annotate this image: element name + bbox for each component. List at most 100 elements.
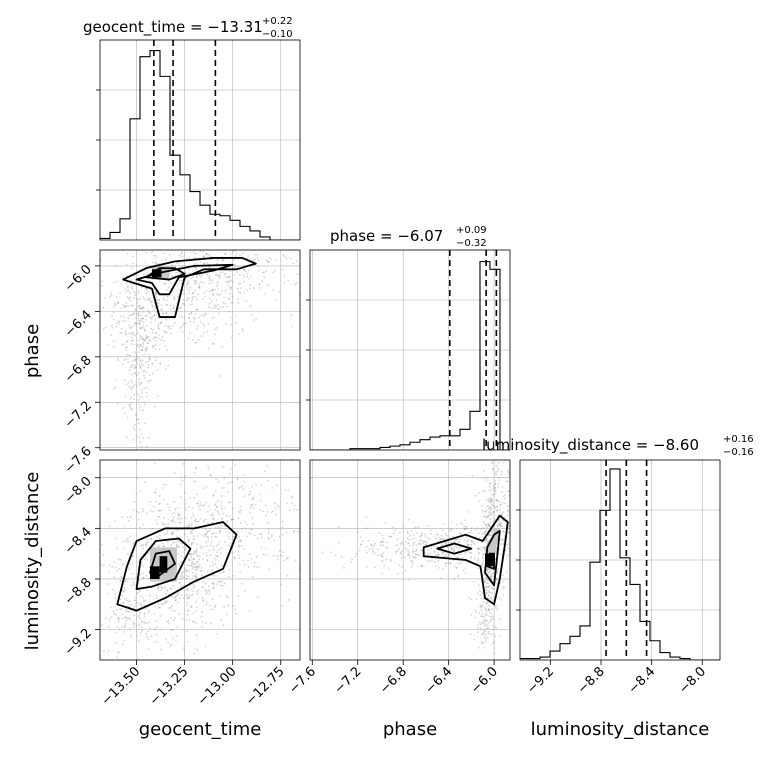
geocent-time-vs-luminosity-distance-point-68 xyxy=(212,587,214,589)
phase-vs-luminosity-distance-point-846 xyxy=(507,490,509,493)
geocent-time-vs-luminosity-distance-point-143 xyxy=(121,613,124,616)
geocent-time-vs-phase-point-826 xyxy=(137,346,140,349)
geocent-time-vs-phase-point-588 xyxy=(229,292,231,295)
geocent-time-vs-phase-point-134 xyxy=(202,332,205,334)
geocent-time-vs-luminosity-distance-point-1049 xyxy=(144,622,146,625)
geocent-time-vs-phase-point-719 xyxy=(141,326,144,329)
geocent-time-vs-luminosity-distance-point-290 xyxy=(223,570,225,573)
phase-vs-luminosity-distance-point-337 xyxy=(469,531,472,534)
geocent-time-vs-phase-point-139 xyxy=(163,283,166,285)
geocent-time-vs-phase-point-62 xyxy=(159,322,162,324)
geocent-time-vs-phase-point-384 xyxy=(151,304,153,307)
phase-vs-luminosity-distance-point-345 xyxy=(433,550,436,553)
geocent-time-vs-luminosity-distance-point-569 xyxy=(200,615,203,618)
geocent-time-vs-phase-point-878 xyxy=(136,306,139,308)
phase-vs-luminosity-distance-point-2 xyxy=(522,561,524,563)
geocent-time-vs-phase-point-975 xyxy=(141,317,144,320)
geocent-time-vs-luminosity-distance-point-885 xyxy=(270,511,273,514)
geocent-time-vs-phase-point-205 xyxy=(124,305,127,308)
phase-vs-luminosity-distance-point-311 xyxy=(365,516,368,518)
geocent-time-vs-phase-point-754 xyxy=(140,382,142,385)
geocent-time-vs-phase-point-200 xyxy=(190,277,193,280)
geocent-time-vs-phase-point-761 xyxy=(126,436,129,439)
geocent-time-vs-phase-point-169 xyxy=(189,332,191,335)
geocent-time-vs-luminosity-distance-point-630 xyxy=(193,652,196,655)
geocent-time-vs-phase-point-753 xyxy=(116,451,118,453)
geocent-time-vs-phase-point-301 xyxy=(197,293,200,296)
geocent-time-vs-luminosity-distance-point-1055 xyxy=(133,614,136,617)
geocent-time-vs-luminosity-distance-point-752 xyxy=(152,510,155,513)
phase-vs-luminosity-distance-point-748 xyxy=(495,473,498,476)
geocent-time-vs-phase-point-877 xyxy=(128,332,131,335)
geocent-time-vs-phase-point-954 xyxy=(116,357,119,360)
geocent-time-vs-luminosity-distance-point-868 xyxy=(205,535,207,538)
geocent-time-vs-luminosity-distance-point-75 xyxy=(192,590,195,593)
phase-vs-luminosity-distance-point-872 xyxy=(494,483,497,485)
geocent-time-vs-phase-point-271 xyxy=(217,303,220,306)
geocent-time-vs-phase-point-207 xyxy=(199,250,202,253)
geocent-time-vs-phase-point-379 xyxy=(165,299,168,302)
geocent-time-vs-phase-point-780 xyxy=(151,362,154,365)
geocent-time-vs-luminosity-distance-point-109 xyxy=(197,505,200,508)
geocent-time-vs-phase-point-242 xyxy=(245,289,248,292)
phase-vs-luminosity-distance-point-692 xyxy=(492,529,495,532)
geocent-time-vs-luminosity-distance-point-837 xyxy=(250,505,253,508)
geocent-time-vs-phase-point-904 xyxy=(120,327,123,330)
geocent-time-vs-phase-point-873 xyxy=(163,330,165,333)
geocent-time-vs-luminosity-distance-point-304 xyxy=(195,573,198,576)
phase-vs-luminosity-distance-point-86 xyxy=(442,529,444,531)
geocent-time-vs-luminosity-distance-point-248 xyxy=(135,624,137,627)
geocent-time-vs-luminosity-distance-point-265 xyxy=(208,565,211,568)
phase-vs-luminosity-distance-point-36 xyxy=(408,556,411,559)
geocent-time-vs-phase-point-913 xyxy=(125,304,128,307)
geocent-time-vs-luminosity-distance-point-599 xyxy=(140,545,143,547)
geocent-time-vs-luminosity-distance-point-661 xyxy=(180,542,183,545)
geocent-time-vs-phase-point-978 xyxy=(143,340,146,343)
geocent-time-vs-luminosity-distance-point-1030 xyxy=(232,518,234,521)
phase-vs-luminosity-distance-point-867 xyxy=(477,548,480,550)
geocent-time-vs-luminosity-distance-point-300 xyxy=(177,512,180,515)
geocent-time-vs-luminosity-distance-point-312 xyxy=(169,617,172,619)
geocent-time-vs-phase-point-230 xyxy=(191,297,194,300)
geocent-time-vs-luminosity-distance-point-957 xyxy=(221,518,224,521)
geocent-time-vs-luminosity-distance-point-171 xyxy=(164,533,167,535)
geocent-time-vs-luminosity-distance-point-1019 xyxy=(325,485,327,487)
geocent-time-vs-luminosity-distance-point-915 xyxy=(188,434,190,436)
geocent-time-vs-phase-point-722 xyxy=(130,408,132,410)
geocent-time-vs-phase-point-424 xyxy=(223,272,226,275)
geocent-time-vs-luminosity-distance-point-762 xyxy=(184,475,187,477)
phase-vs-luminosity-distance-point-529 xyxy=(496,578,498,581)
phase-vs-luminosity-distance-point-50 xyxy=(412,551,415,554)
geocent-time-vs-luminosity-distance-point-1029 xyxy=(168,509,171,512)
phase-vs-luminosity-distance-point-328 xyxy=(444,565,447,568)
phase-vs-luminosity-distance-point-224 xyxy=(420,549,423,552)
geocent-time-vs-luminosity-distance-point-808 xyxy=(264,547,267,550)
geocent-time-vs-luminosity-distance-point-368 xyxy=(180,555,182,557)
geocent-time-vs-phase-point-800 xyxy=(141,364,144,367)
geocent-time-vs-phase-point-980 xyxy=(102,328,105,331)
geocent-time-vs-phase-point-337 xyxy=(111,327,114,329)
geocent-time-vs-luminosity-distance-point-992 xyxy=(193,538,196,541)
geocent-time-vs-phase-point-924 xyxy=(142,317,145,320)
phase-vs-luminosity-distance-point-42 xyxy=(412,534,415,537)
geocent-time-vs-phase-point-723 xyxy=(142,437,145,440)
geocent-time-vs-luminosity-distance-point-537 xyxy=(192,480,195,483)
phase-vs-luminosity-distance-point-976 xyxy=(480,615,483,618)
geocent-time-vs-luminosity-distance-point-824 xyxy=(215,478,218,481)
geocent-time-vs-luminosity-distance-point-97 xyxy=(184,507,187,510)
geocent-time-vs-phase-point-233 xyxy=(154,307,157,310)
geocent-time-vs-luminosity-distance-point-970 xyxy=(220,552,222,555)
geocent-time-vs-luminosity-distance-point-346 xyxy=(109,606,112,609)
phase-vs-luminosity-distance-point-741 xyxy=(494,489,497,492)
phase-vs-luminosity-distance-point-969 xyxy=(487,621,490,624)
geocent-time-vs-phase-point-127 xyxy=(239,254,241,257)
geocent-time-vs-phase-point-884 xyxy=(141,345,144,348)
phase-vs-luminosity-distance-point-813 xyxy=(490,499,493,501)
phase-vs-luminosity-distance-point-174 xyxy=(449,546,452,548)
phase-vs-luminosity-distance-point-504 xyxy=(488,523,491,526)
geocent-time-vs-phase-point-224 xyxy=(201,266,203,269)
geocent-time-vs-phase-point-910 xyxy=(151,305,154,308)
phase-vs-luminosity-distance-point-159 xyxy=(340,555,343,558)
phase-vs-luminosity-distance-point-856 xyxy=(487,524,490,527)
geocent-time-vs-phase-point-804 xyxy=(126,340,129,343)
